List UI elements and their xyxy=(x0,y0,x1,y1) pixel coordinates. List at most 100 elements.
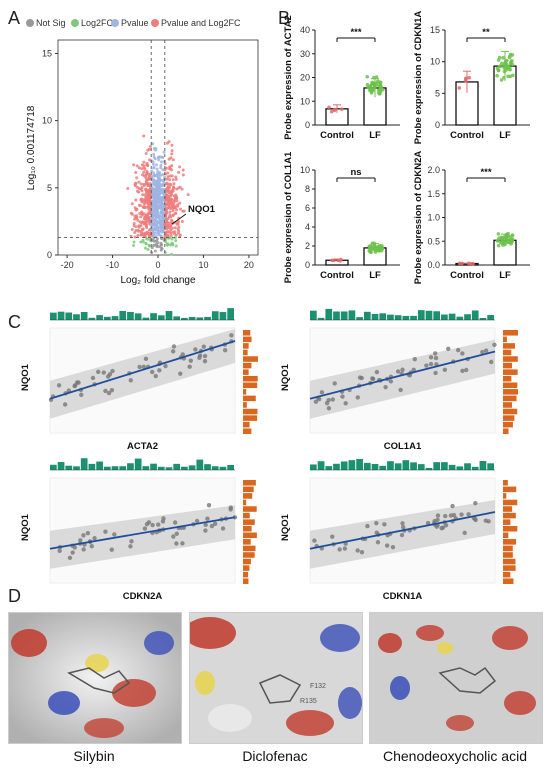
volcano-point xyxy=(139,240,143,244)
right-histogram-bar xyxy=(503,415,515,421)
bar-datapoint xyxy=(457,86,462,90)
top-histogram-bar xyxy=(479,317,487,320)
volcano-point xyxy=(143,167,147,171)
volcano-point xyxy=(161,213,165,217)
top-histogram-bar xyxy=(219,312,227,320)
volcano-point xyxy=(141,240,145,244)
volcano-point xyxy=(152,152,156,156)
volcano-point xyxy=(159,201,163,205)
right-histogram-bar xyxy=(503,558,516,565)
volcano-point xyxy=(174,211,178,215)
y-tick-label: 0 xyxy=(305,260,310,270)
volcano-point xyxy=(180,220,184,224)
volcano-point xyxy=(152,165,156,169)
corr-datapoint xyxy=(370,376,376,382)
category-label: Control xyxy=(450,270,484,281)
volcano-point xyxy=(160,204,164,208)
right-histogram-bar xyxy=(503,480,508,486)
x-tick-label: -10 xyxy=(106,260,119,270)
top-histogram-bar xyxy=(96,461,103,470)
top-histogram-bar xyxy=(479,460,487,470)
volcano-point xyxy=(162,192,166,196)
top-histogram-bar xyxy=(310,310,317,320)
top-histogram-bar xyxy=(188,465,196,470)
top-histogram-bar xyxy=(379,313,387,320)
volcano-point xyxy=(170,252,174,256)
corr-datapoint xyxy=(229,333,234,338)
volcano-point xyxy=(170,149,174,153)
top-histogram-bar xyxy=(348,460,356,470)
volcano-point xyxy=(136,233,140,237)
right-histogram-bar xyxy=(243,415,258,421)
volcano-point xyxy=(144,205,148,209)
volcano-point xyxy=(142,160,146,164)
volcano-point xyxy=(140,189,144,193)
corr-datapoint xyxy=(96,369,101,375)
right-histogram-bar xyxy=(503,506,513,512)
volcano-point xyxy=(143,198,147,202)
right-histogram-bar xyxy=(503,571,511,578)
volcano-point xyxy=(155,213,159,217)
y-tick-label: 10 xyxy=(300,165,310,175)
volcano-point xyxy=(166,171,170,175)
volcano-point xyxy=(133,217,137,221)
right-histogram-bar xyxy=(243,336,252,343)
corr-datapoint xyxy=(163,363,168,369)
category-label: LF xyxy=(499,130,511,141)
legend-marker xyxy=(151,19,159,27)
corr-datapoint xyxy=(180,541,185,546)
volcano-point xyxy=(148,211,152,215)
top-histogram-bar xyxy=(487,315,494,320)
corr-datapoint xyxy=(128,378,133,383)
volcano-point xyxy=(163,251,167,255)
top-histogram-bar xyxy=(96,315,103,320)
corr-datapoint xyxy=(440,525,446,530)
corr-datapoint xyxy=(388,379,394,384)
volcano-point xyxy=(130,212,134,216)
right-histogram-bar xyxy=(503,545,513,552)
top-histogram-bar xyxy=(471,466,479,470)
volcano-point xyxy=(177,220,181,224)
top-histogram-bar xyxy=(227,464,234,470)
corr-datapoint xyxy=(170,349,176,354)
right-histogram-bar xyxy=(243,349,248,356)
top-histogram-bar xyxy=(173,316,181,320)
bar-datapoint xyxy=(379,245,384,250)
right-histogram-bar xyxy=(243,539,251,545)
top-histogram-bar xyxy=(464,314,471,320)
volcano-point xyxy=(157,158,161,162)
volcano-point xyxy=(155,215,159,219)
volcano-point xyxy=(159,173,163,177)
volcano-annotation: NQO1 xyxy=(188,204,216,215)
corr-datapoint xyxy=(141,364,146,370)
bar-datapoint xyxy=(501,55,505,60)
corr-xlabel: CDKN1A xyxy=(383,591,423,602)
bar-datapoint xyxy=(366,85,371,90)
volcano-point xyxy=(181,173,185,177)
regression-line xyxy=(309,350,496,400)
bar-datapoint xyxy=(495,66,500,71)
volcano-point xyxy=(155,209,159,213)
corr-datapoint xyxy=(157,368,162,373)
corr-datapoint xyxy=(459,512,464,517)
bar-ylabel: Probe expression of COL1A1 xyxy=(283,151,294,283)
corr-datapoint xyxy=(355,395,360,400)
top-histogram-bar xyxy=(456,316,464,320)
corr-datapoint xyxy=(330,397,336,402)
corr-datapoint xyxy=(202,353,208,359)
legend-label: Pvalue and Log2FC xyxy=(161,18,241,28)
bar-ylabel: Probe expression of CDKN2A xyxy=(413,151,424,285)
volcano-point xyxy=(165,206,169,210)
volcano-point xyxy=(137,180,141,184)
volcano-point xyxy=(154,220,158,224)
corr-datapoint xyxy=(156,522,161,527)
volcano-point xyxy=(143,215,147,219)
volcano-point xyxy=(130,227,134,231)
top-histogram-bar xyxy=(142,466,150,470)
corr-datapoint xyxy=(428,355,434,360)
top-histogram-bar xyxy=(211,311,219,320)
bar-datapoint xyxy=(329,109,334,114)
top-histogram-bar xyxy=(50,464,57,470)
corr-datapoint xyxy=(473,500,478,506)
top-histogram-bar xyxy=(196,317,204,320)
